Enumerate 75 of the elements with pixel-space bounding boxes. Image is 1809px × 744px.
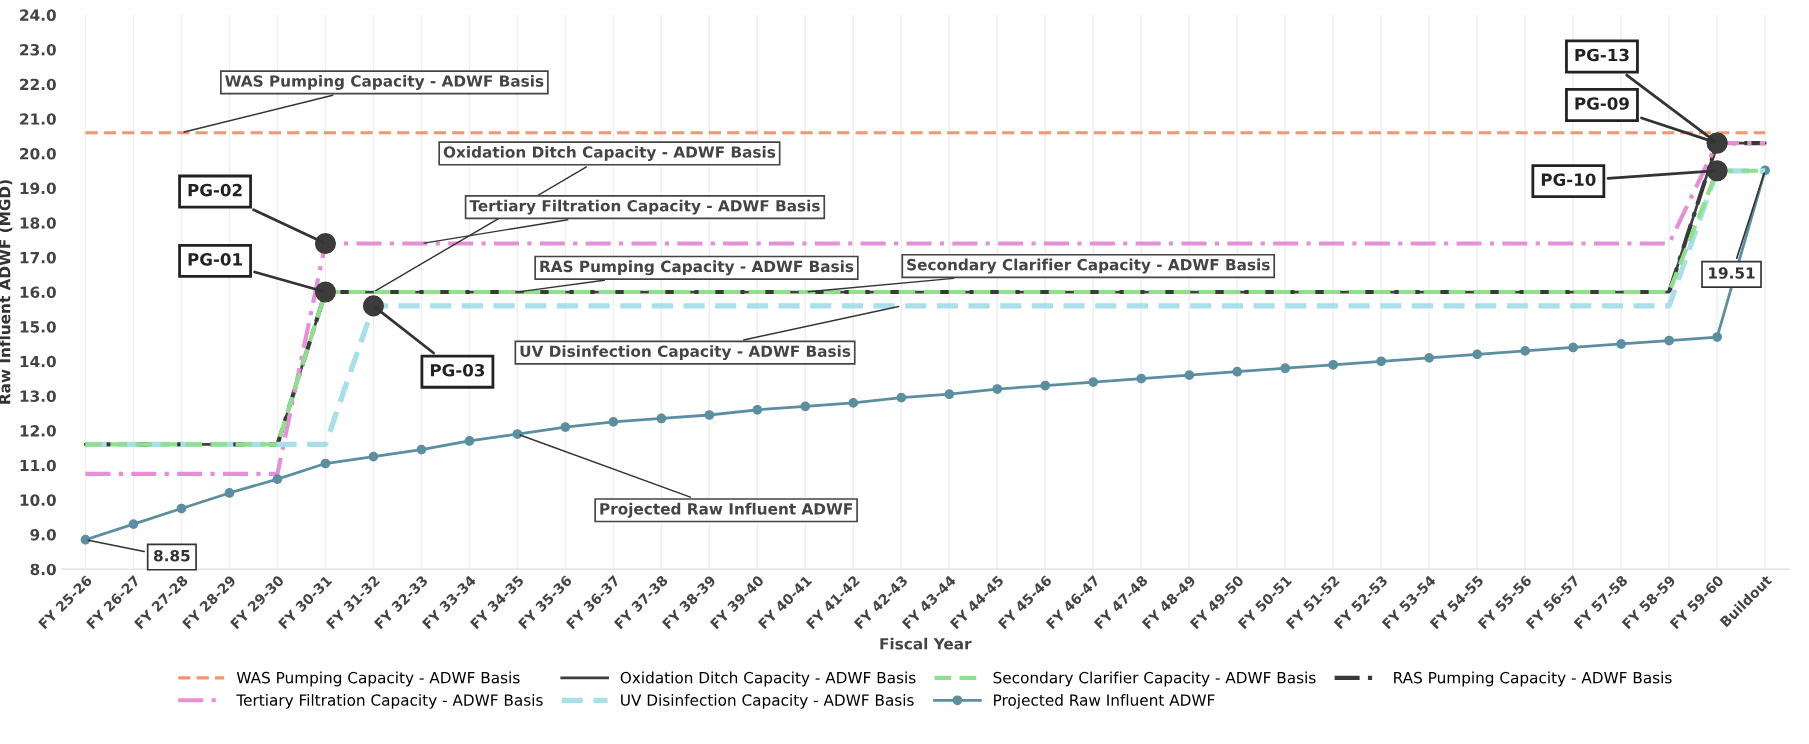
point: [1040, 380, 1051, 391]
point: [1616, 339, 1627, 349]
y-tick-label: 19.0: [20, 182, 56, 195]
annotation: PG-10: [1541, 173, 1596, 186]
legend-label: Secondary Clarifier Capacity - ADWF Basis: [993, 671, 1316, 687]
data-label: 8.85: [153, 549, 190, 562]
y-tick-label: 11.0: [20, 459, 56, 472]
legend-label: RAS Pumping Capacity - ADWF Basis: [1394, 671, 1672, 687]
y-tick-label: 12.0: [20, 425, 56, 437]
legend-label: WAS Pumping Capacity - ADWF Basis: [236, 671, 520, 687]
y-tick-label: 18.0: [20, 217, 56, 229]
legend-label: UV Disinfection Capacity - ADWF Basis: [621, 694, 914, 709]
y-tick-label: 23.0: [20, 43, 56, 56]
y-tick-label: 17.0: [20, 251, 56, 264]
annotation: Oxidation Ditch Capacity - ADWF Basis: [443, 146, 776, 161]
point: [1136, 373, 1147, 384]
point: [224, 488, 235, 498]
point: [752, 404, 763, 415]
y-tick-label: 21.0: [20, 113, 56, 125]
x-axis-title: Fiscal Year: [880, 637, 972, 650]
annotation: PG-01: [188, 253, 242, 266]
y-tick-label: 9.0: [30, 528, 56, 541]
point: [800, 401, 811, 412]
annotation: UV Disinfection Capacity - ADWF Basis: [520, 345, 851, 361]
y-tick-label: 14.0: [20, 355, 56, 368]
annotation: Projected Raw Influent ADWF: [600, 502, 852, 518]
annotation: WAS Pumping Capacity - ADWF Basis: [225, 74, 544, 90]
legend-label: Oxidation Ditch Capacity - ADWF Basis: [620, 671, 916, 687]
point: [1280, 363, 1291, 374]
point: [464, 436, 475, 446]
annotation: Secondary Clarifier Capacity - ADWF Basis: [907, 258, 1270, 274]
y-tick-label: 8.0: [30, 563, 56, 576]
point: [1712, 332, 1722, 342]
annotation: PG-13: [1575, 48, 1629, 62]
annotation: PG-09: [1575, 97, 1629, 110]
annotation: RAS Pumping Capacity - ADWF Basis: [540, 260, 854, 276]
point: [1088, 377, 1099, 387]
point: [992, 384, 1003, 394]
y-tick-label: 13.0: [20, 390, 56, 402]
point: [944, 389, 955, 400]
y-tick-label: 15.0: [20, 321, 56, 333]
point: [1568, 342, 1579, 353]
point: [320, 458, 331, 469]
point: [1376, 356, 1387, 367]
data-label: 19.51: [1709, 267, 1755, 279]
y-tick-label: 20.0: [20, 147, 56, 160]
point: [272, 474, 283, 484]
point: [176, 503, 187, 514]
point: [1472, 349, 1483, 360]
annotation: PG-02: [188, 183, 242, 197]
point: [560, 422, 571, 432]
point: [608, 417, 619, 427]
point: [704, 410, 715, 420]
legend-label: Projected Raw Influent ADWF: [994, 694, 1215, 709]
annotation: Tertiary Filtration Capacity - ADWF Basis: [469, 199, 820, 215]
point: [1328, 359, 1339, 370]
point: [368, 451, 379, 462]
point: [1520, 346, 1531, 356]
point: [1424, 352, 1435, 363]
y-tick-label: 10.0: [20, 494, 56, 506]
point: [896, 392, 907, 403]
point: [416, 444, 427, 455]
point: [80, 534, 91, 545]
point: [1232, 366, 1243, 377]
y-tick-label: 22.0: [20, 78, 56, 91]
point: [512, 429, 523, 439]
point: [656, 413, 667, 424]
annotation: PG-03: [430, 363, 485, 377]
point: [128, 519, 139, 529]
y-tick-label: 24.0: [20, 9, 56, 21]
y-tick-label: 16.0: [20, 286, 56, 299]
point: [848, 398, 859, 408]
point: [1664, 335, 1674, 346]
legend-label: Tertiary Filtration Capacity - ADWF Basis: [236, 694, 543, 709]
point: [1184, 370, 1195, 381]
